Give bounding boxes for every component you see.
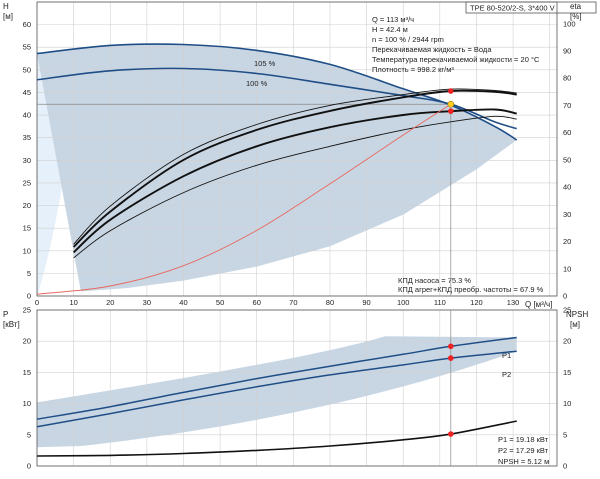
info-liquid: Перекачиваемая жидкость = Вода [372,45,492,54]
h-tick-label: 0 [27,292,31,301]
p-tick-label: 0 [27,462,31,471]
q-axis-label: Q [м³/ч] [525,300,552,309]
npsh-tick-label: 15 [563,368,571,377]
eta-tick-label: 0 [563,292,567,301]
p-tick-label: 5 [27,430,31,439]
q-tick-label: 70 [289,298,297,307]
eta-tick-label: 20 [563,237,571,246]
head-curve-105 [36,43,518,141]
q-tick-label: 50 [216,298,224,307]
system-curve [36,103,452,295]
eta-tick-label: 80 [563,74,571,83]
q-tick-label: 30 [143,298,151,307]
h-tick-label: 35 [23,133,31,142]
power-curve-p2 [36,350,517,428]
q-tick-label: 80 [326,298,334,307]
eta-tick-label: 40 [563,183,571,192]
efficiency-curve-upper [73,88,517,245]
h-tick-label: 20 [23,201,31,210]
efficiency-total-text: КПД агрег+КПД преобр. частоты = 67.9 % [398,285,544,294]
q-tick-label: 10 [69,298,77,307]
npsh-tick-label: 0 [563,462,567,471]
npsh-marker [448,431,454,437]
info-h: H = 42.4 м [372,25,408,34]
p-axis-label: P [3,310,8,319]
q-tick-label: 40 [179,298,187,307]
info-temp: Температура перекачиваемой жидкости = 20… [372,55,540,64]
p-tick-label: 25 [23,306,31,315]
eta-tick-label: 100 [563,19,576,28]
q-tick-label: 90 [362,298,370,307]
efficiency-pump-text: КПД насоса = 75.3 % [398,276,471,285]
bottom-operating-envelope [37,336,517,448]
operating-point-marker [447,100,455,108]
background-layer [36,1,557,467]
chart-title: TPE 80-520/2-S, 3*400 V [470,4,555,13]
p1-curve-label: P1 [502,351,511,360]
curve-label-105: 105 % [254,59,276,68]
npsh-tick-label: 10 [563,399,571,408]
npsh-axis-unit: [м] [570,320,580,329]
eta-tick-label: 50 [563,155,571,164]
h-tick-label: 25 [23,178,31,187]
top-plot-frame [36,1,558,297]
h-tick-label: 40 [23,111,31,120]
npsh-axis-label: NPSH [566,310,588,319]
q-tick-label: 20 [106,298,114,307]
q-tick-label: 60 [253,298,261,307]
p-tick-label: 20 [23,337,31,346]
top-operating-envelope [37,44,517,292]
npsh-tick-label: 5 [563,430,567,439]
efficiency-curve-lower [73,115,517,259]
p-tick-label: 15 [23,368,31,377]
h-tick-label: 50 [23,65,31,74]
q-tick-label: 120 [470,298,483,307]
eta-axis-unit: [%] [570,12,582,21]
efficiency-pump-marker [448,88,454,94]
q-tick-label: 130 [507,298,520,307]
h-tick-label: 15 [23,224,31,233]
h-tick-label: 5 [27,269,31,278]
p1-marker [448,343,454,350]
result-p1: P1 = 19.18 кВт [498,435,549,444]
p2-marker [448,355,454,361]
result-npsh: NPSH = 5.12 м [498,457,549,466]
head-curve-100 [36,67,517,130]
npsh-tick-label: 20 [563,337,571,346]
h-tick-label: 30 [23,156,31,165]
h-axis-label: H [3,2,9,11]
p-tick-label: 10 [23,399,31,408]
efficiency-curve-pump [72,89,517,248]
bottom-plot-frame [36,309,558,467]
eta-tick-label: 10 [563,264,571,273]
h-tick-label: 45 [23,88,31,97]
h-tick-label: 10 [23,246,31,255]
eta-tick-label: 90 [563,47,571,56]
p-axis-unit: [кВт] [3,320,20,329]
efficiency-total-marker [448,108,454,114]
efficiency-curve-total [72,108,517,254]
q-tick-label: 100 [397,298,410,307]
info-n: n = 100 % / 2944 rpm [372,35,444,44]
eta-tick-label: 60 [563,128,571,137]
npsh-curve [36,420,517,457]
q-tick-label: 0 [35,298,39,307]
h-tick-label: 60 [23,20,31,29]
npsh-tick-label: 25 [563,306,571,315]
curve-label-100: 100 % [246,79,268,88]
eta-axis-label: eta [570,2,582,11]
h-axis-unit: [м] [3,12,13,21]
info-q: Q = 113 м³/ч [372,15,414,24]
h-tick-label: 55 [23,43,31,52]
power-curve-p1 [36,336,517,420]
info-density: Плотность = 998.2 кг/м³ [372,65,454,74]
p2-curve-label: P2 [502,370,511,379]
eta-tick-label: 70 [563,101,571,110]
eta-tick-label: 30 [563,210,571,219]
result-p2: P2 = 17.29 кВт [498,446,549,455]
q-tick-label: 110 [434,298,446,307]
